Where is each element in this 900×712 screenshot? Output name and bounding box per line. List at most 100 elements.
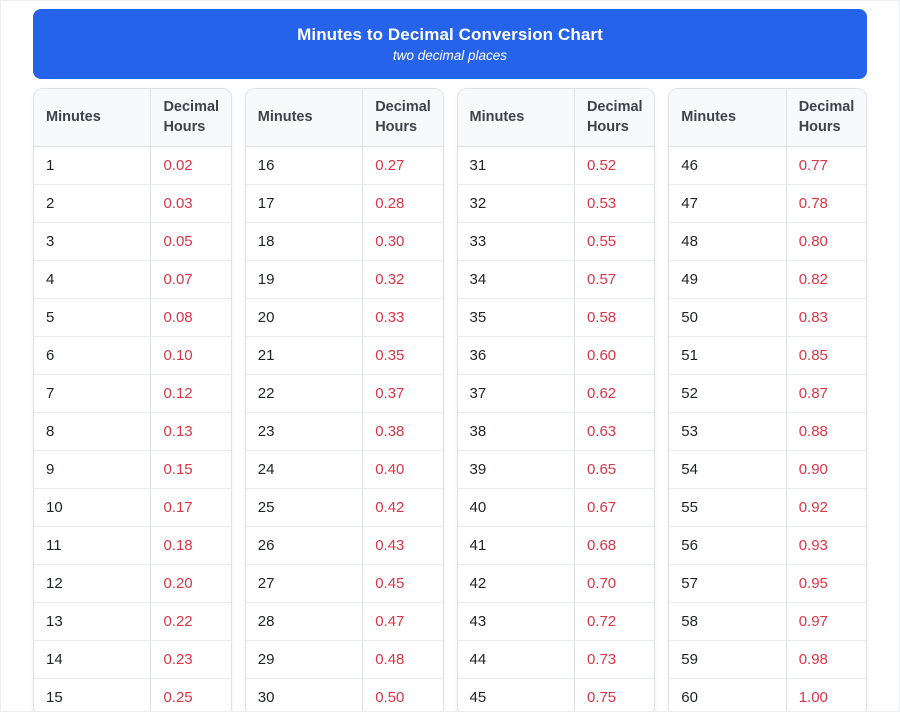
- table-row: 3 0.05: [34, 222, 231, 262]
- decimal-hours-cell: 0.45: [362, 564, 443, 604]
- decimal-hours-cell: 0.73: [573, 640, 655, 680]
- minutes-cell: 40: [457, 488, 575, 528]
- conversion-table: Minutes Decimal Hours 31 0.52 32 0.53 33 0.55…: [457, 89, 655, 711]
- decimal-hours-cell: 0.28: [362, 184, 443, 224]
- table-row: 49 0.82: [669, 260, 866, 300]
- table-header-row: Minutes Decimal Hours: [457, 89, 655, 148]
- table-row: 30 0.50: [246, 678, 443, 711]
- table-row: 51 0.85: [669, 336, 866, 376]
- minutes-cell: 43: [457, 602, 575, 642]
- minutes-cell: 34: [457, 260, 575, 300]
- minutes-cell: 36: [457, 336, 575, 376]
- decimal-hours-cell: 0.38: [362, 412, 443, 452]
- decimal-hours-cell: 0.47: [362, 602, 443, 642]
- table-row: 15 0.25: [34, 678, 231, 711]
- conversion-table: Minutes Decimal Hours 16 0.27 17 0.28 18 0.30…: [245, 89, 443, 711]
- table-row: 48 0.80: [669, 222, 866, 262]
- decimal-hours-cell: 0.23: [150, 640, 231, 680]
- column-header-minutes: Minutes: [457, 89, 575, 148]
- decimal-hours-cell: 0.08: [150, 298, 231, 338]
- minutes-cell: 35: [457, 298, 575, 338]
- table-row: 1 0.02: [34, 146, 231, 186]
- table-row: 10 0.17: [34, 488, 231, 528]
- minutes-cell: 2: [34, 184, 151, 224]
- decimal-hours-cell: 0.72: [573, 602, 655, 642]
- table-row: 16 0.27: [245, 146, 443, 186]
- decimal-hours-cell: 0.35: [362, 336, 443, 376]
- minutes-cell: 6: [34, 336, 151, 376]
- decimal-hours-cell: 0.85: [785, 336, 866, 376]
- minutes-cell: 23: [245, 412, 363, 452]
- chart-header-banner: Minutes to Decimal Conversion Chart two …: [33, 9, 867, 79]
- decimal-hours-cell: 0.60: [573, 336, 655, 376]
- minutes-cell: 16: [245, 146, 363, 186]
- table-row: 46 0.77: [669, 146, 866, 186]
- table-row: 26 0.43: [245, 526, 443, 566]
- decimal-hours-cell: 0.77: [785, 146, 866, 186]
- minutes-cell: 30: [257, 689, 275, 707]
- minutes-cell: 38: [457, 412, 575, 452]
- minutes-cell: 14: [34, 640, 151, 680]
- minutes-cell: 42: [457, 564, 575, 604]
- minutes-cell: 11: [34, 526, 151, 566]
- table-row: 13 0.22: [34, 602, 231, 642]
- minutes-cell: 59: [669, 640, 787, 680]
- decimal-hours-cell: 0.42: [362, 488, 443, 528]
- page-subtitle: two decimal places: [392, 48, 508, 63]
- minutes-cell: 49: [669, 260, 787, 300]
- minutes-cell: 53: [669, 412, 787, 452]
- column-header-decimal-hours: Decimal Hours: [150, 89, 231, 148]
- table-row: 24 0.40: [245, 450, 443, 490]
- decimal-hours-cell: 0.90: [785, 450, 866, 490]
- decimal-hours-cell: 0.55: [573, 222, 655, 262]
- table-row: 50 0.83: [669, 298, 866, 338]
- decimal-hours-cell: 0.52: [573, 146, 655, 186]
- minutes-cell: 7: [34, 374, 151, 414]
- table-header-row: Minutes Decimal Hours: [245, 89, 443, 148]
- conversion-table: Minutes Decimal Hours 46 0.77 47 0.78 48 0.80…: [669, 89, 866, 711]
- decimal-hours-cell: 0.27: [362, 146, 443, 186]
- conversion-table-16-30: Minutes Decimal Hours 16 0.27 17 0.28 18 0.30…: [244, 88, 444, 711]
- minutes-cell: 17: [245, 184, 363, 224]
- minutes-cell: 32: [457, 184, 575, 224]
- decimal-hours-cell: 0.82: [785, 260, 866, 300]
- decimal-hours-cell: 0.30: [362, 222, 443, 262]
- table-row: 22 0.37: [245, 374, 443, 414]
- table-row: 11 0.18: [34, 526, 231, 566]
- minutes-cell: 12: [34, 564, 151, 604]
- decimal-hours-cell: 0.65: [573, 450, 655, 490]
- table-row: 42 0.70: [457, 564, 655, 604]
- decimal-hours-cell: 0.43: [362, 526, 443, 566]
- minutes-cell: 48: [669, 222, 787, 262]
- page-title: Minutes to Decimal Conversion Chart: [297, 25, 603, 44]
- decimal-hours-cell: 0.17: [150, 488, 231, 528]
- table-row: 27 0.45: [245, 564, 443, 604]
- minutes-cell: 22: [245, 374, 363, 414]
- table-row: 8 0.13: [34, 412, 231, 452]
- column-header-minutes: Minutes: [245, 89, 363, 148]
- minutes-cell: 15: [46, 689, 63, 707]
- minutes-cell: 45: [469, 689, 487, 707]
- minutes-cell: 41: [457, 526, 575, 566]
- minutes-cell: 47: [669, 184, 787, 224]
- table-row: 54 0.90: [669, 450, 866, 490]
- minutes-cell: 29: [245, 640, 363, 680]
- table-row: 41 0.68: [457, 526, 655, 566]
- table-row: 21 0.35: [245, 336, 443, 376]
- minutes-cell: 27: [245, 564, 363, 604]
- table-row: 23 0.38: [245, 412, 443, 452]
- table-row: 18 0.30: [245, 222, 443, 262]
- table-row: 45 0.75: [458, 678, 655, 711]
- minutes-cell: 46: [669, 146, 787, 186]
- table-row: 59 0.98: [669, 640, 866, 680]
- column-header-minutes: Minutes: [669, 89, 787, 148]
- column-header-minutes: Minutes: [34, 89, 151, 148]
- table-row: 9 0.15: [34, 450, 231, 490]
- table-row: 60 1.00: [669, 678, 866, 711]
- conversion-table-1-15: Minutes Decimal Hours 1 0.02 2 0.03 3 0.05 4 0.…: [33, 88, 232, 711]
- table-row: 53 0.88: [669, 412, 866, 452]
- minutes-cell: 4: [34, 260, 151, 300]
- minutes-cell: 39: [457, 450, 575, 490]
- decimal-hours-cell: 0.15: [150, 450, 231, 490]
